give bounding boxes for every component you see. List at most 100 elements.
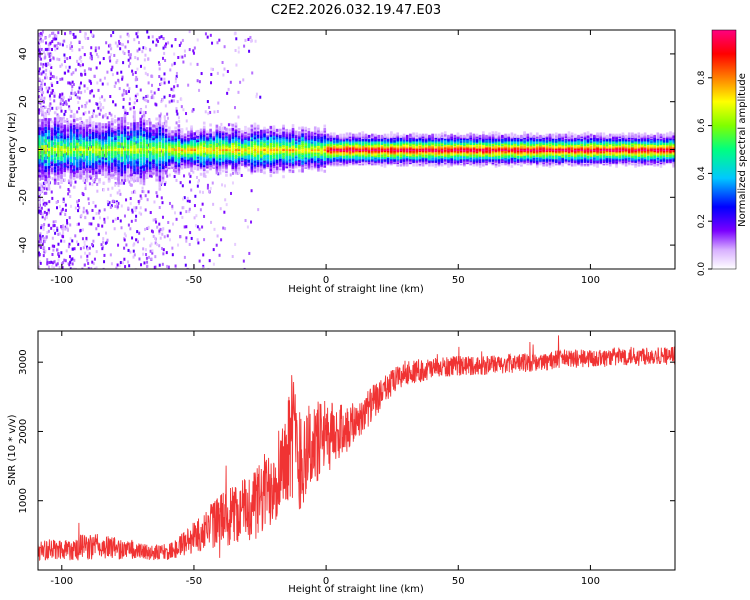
heatmap-cell [78, 206, 81, 210]
heatmap-cell [38, 137, 41, 141]
heatmap-cell [345, 132, 349, 136]
heatmap-cell [190, 127, 193, 131]
heatmap-cell [130, 191, 133, 195]
heatmap-cell [393, 133, 396, 137]
heatmap-cell [50, 169, 54, 173]
heatmap-cell [260, 162, 263, 166]
heatmap-cell [279, 162, 282, 166]
heatmap-cell [42, 91, 45, 95]
heatmap-cell [285, 146, 288, 150]
heatmap-cell [175, 75, 178, 79]
heatmap-cell [114, 167, 117, 171]
heatmap-cell [40, 87, 43, 91]
heatmap-cell [89, 56, 92, 60]
heatmap-cell [218, 140, 222, 144]
heatmap-cell [88, 126, 92, 130]
heatmap-cell [156, 39, 159, 43]
heatmap-cell [221, 140, 225, 144]
heatmap-cell [269, 162, 273, 166]
heatmap-cell [253, 138, 257, 142]
heatmap-cell [128, 173, 131, 177]
heatmap-cell [151, 83, 154, 87]
heatmap-cell [215, 138, 219, 142]
heatmap-cell [164, 154, 168, 158]
heatmap-cell [216, 109, 219, 113]
heatmap-cell [50, 160, 54, 164]
heatmap-cell [95, 114, 98, 118]
heatmap-cell [141, 115, 144, 119]
heatmap-cell [136, 160, 139, 164]
heatmap-cell [250, 142, 254, 146]
heatmap-cell [157, 87, 160, 91]
heatmap-cell [92, 200, 95, 204]
heatmap-cell [190, 138, 193, 142]
heatmap-cell [167, 41, 170, 45]
heatmap-cell [79, 148, 82, 151]
heatmap-cell [260, 129, 263, 133]
heatmap-cell [211, 181, 214, 185]
heatmap-cell [163, 72, 166, 76]
heatmap-cell [237, 161, 241, 165]
heatmap-cell [158, 184, 162, 188]
heatmap-cell [123, 117, 127, 121]
heatmap-cell [196, 143, 200, 147]
heatmap-cell [263, 146, 266, 150]
heatmap-cell [149, 161, 152, 165]
heatmap-cell [199, 144, 203, 148]
heatmap-cell [161, 124, 165, 128]
heatmap-cell [44, 36, 47, 40]
heatmap-cell [158, 36, 161, 40]
heatmap-cell [250, 128, 254, 132]
heatmap-cell [304, 152, 308, 156]
heatmap-cell [117, 169, 120, 173]
heatmap-cell [50, 65, 53, 69]
heatmap-cell [159, 236, 162, 240]
heatmap-cell [129, 163, 133, 167]
heatmap-cell [90, 222, 93, 226]
heatmap-cell [231, 150, 235, 154]
heatmap-cell [82, 150, 86, 154]
heatmap-cell [120, 173, 124, 177]
heatmap-cell [126, 150, 130, 154]
heatmap-cell [91, 178, 95, 182]
heatmap-cell [123, 133, 127, 137]
heatmap-cell [120, 131, 124, 135]
heatmap-cell [126, 163, 130, 167]
heatmap-cell [123, 150, 127, 154]
heatmap-cell [61, 207, 64, 211]
heatmap-cell [301, 126, 304, 130]
heatmap-cell [151, 249, 154, 253]
heatmap-cell [62, 96, 65, 100]
heatmap-cell [39, 89, 42, 93]
heatmap-cell [76, 161, 79, 165]
heatmap-cell [72, 119, 76, 123]
heatmap-cell [168, 126, 171, 130]
heatmap-cell [64, 109, 67, 113]
heatmap-cell [196, 152, 200, 156]
heatmap-cell [117, 126, 120, 130]
heatmap-cell [79, 162, 82, 166]
heatmap-cell [244, 146, 247, 150]
heatmap-cell [81, 191, 84, 195]
heatmap-cell [151, 35, 154, 39]
heatmap-cell [107, 203, 110, 207]
heatmap-cell [133, 119, 136, 123]
heatmap-cell [301, 149, 304, 153]
heatmap-cell [117, 183, 120, 187]
heatmap-cell [47, 127, 51, 131]
heatmap-cell [44, 181, 47, 185]
heatmap-cell [53, 132, 57, 136]
heatmap-cell [66, 165, 70, 169]
heatmap-cell [152, 139, 155, 143]
heatmap-cell [185, 127, 188, 131]
heatmap-cell [92, 109, 95, 113]
heatmap-cell [198, 259, 201, 263]
heatmap-cell [44, 117, 47, 121]
heatmap-cell [282, 138, 285, 142]
heatmap-cell [74, 91, 77, 95]
heatmap-cell [155, 43, 158, 47]
heatmap-cell [174, 131, 177, 135]
heatmap-cell [218, 137, 222, 141]
heatmap-cell [313, 131, 317, 135]
heatmap-cell [42, 246, 45, 250]
